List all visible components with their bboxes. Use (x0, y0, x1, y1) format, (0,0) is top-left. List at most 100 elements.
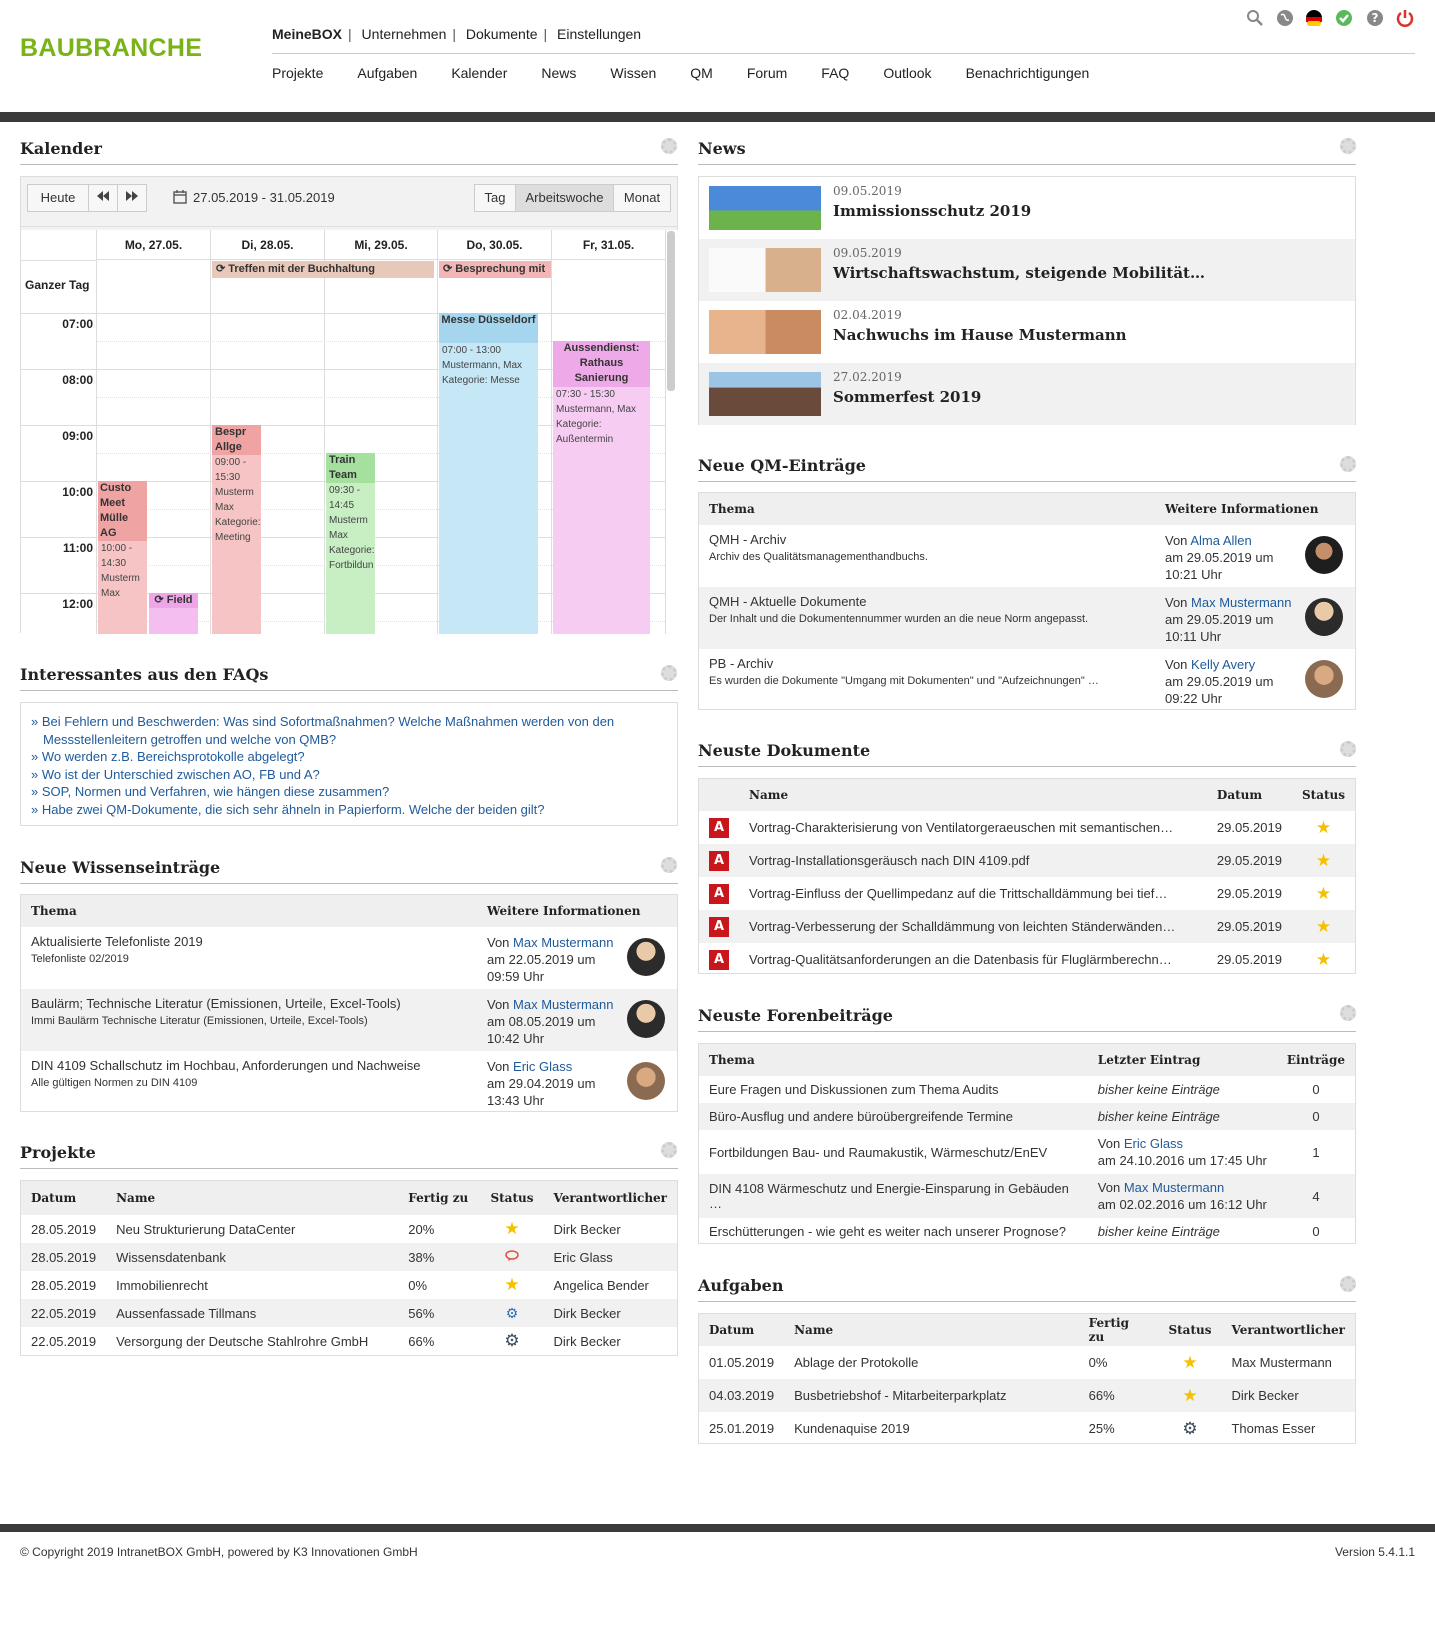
view-arbeitswoche-button[interactable]: Arbeitswoche (515, 184, 614, 212)
projekte-settings-icon[interactable] (661, 1142, 677, 1158)
nav-projekte[interactable]: Projekte (272, 65, 324, 81)
entry-title[interactable]: QMH - Aktuelle Dokumente (709, 594, 867, 609)
table-row[interactable]: 22.05.2019 Aussenfassade Tillmans 56% ⚙ Dir… (21, 1299, 677, 1327)
table-row[interactable]: Baulärm; Technische Literatur (Emissione… (21, 989, 677, 1051)
project-name[interactable]: Immobilienrecht (116, 1277, 208, 1293)
table-row[interactable]: Eure Fragen und Diskussionen zum Thema A… (699, 1076, 1355, 1103)
next-week-button[interactable] (117, 184, 147, 212)
table-row[interactable]: 28.05.2019 Neu Strukturierung DataCenter 2… (21, 1215, 677, 1243)
help-icon[interactable]: ? (1365, 8, 1385, 28)
table-row[interactable]: QMH - Aktuelle Dokumente Der Inhalt und d… (699, 587, 1355, 649)
table-row[interactable]: PB - Archiv Es wurden die Dokumente "Umga… (699, 649, 1355, 711)
document-link[interactable]: Vortrag-Installationsgeräusch nach DIN 4… (739, 844, 1207, 877)
globe-icon[interactable] (1275, 8, 1295, 28)
entry-title[interactable]: DIN 4109 Schallschutz im Hochbau, Anford… (31, 1058, 421, 1073)
allday-event[interactable]: ⟳ Besprechung mit (439, 261, 551, 278)
task-name[interactable]: Ablage der Protokolle (794, 1355, 919, 1370)
topnav-einstellungen[interactable]: Einstellungen (557, 26, 642, 42)
document-link[interactable]: Vortrag-Charakterisierung von Ventilator… (749, 820, 1174, 835)
faq-item[interactable]: » Habe zwei QM-Dokumente, die sich sehr … (31, 801, 545, 817)
user-link[interactable]: Eric Glass (1123, 1136, 1184, 1151)
calendar-icon[interactable] (173, 190, 187, 207)
news-item[interactable]: 02.04.2019 Nachwuchs im Hause Mustermann (699, 301, 1355, 363)
view-tag-button[interactable]: Tag (474, 184, 516, 212)
table-row[interactable]: A Vortrag-Charakterisierung von Ventilat… (699, 811, 1355, 844)
search-icon[interactable] (1245, 8, 1265, 28)
entry-title[interactable]: Aktualisierte Telefonliste 2019 (31, 934, 203, 949)
table-row[interactable]: Büro-Ausflug und andere büroübergreifend… (699, 1103, 1355, 1130)
calendar-event[interactable]: Bespr Allge 09:00 - 15:30 Musterm Max Ka… (212, 425, 261, 634)
nav-news[interactable]: News (541, 65, 577, 81)
table-row[interactable]: A Vortrag-Verbesserung der Schalldämmung… (699, 910, 1355, 943)
calendar-scrollbar[interactable] (667, 231, 675, 391)
news-item[interactable]: 09.05.2019 Wirtschaftswachstum, steigend… (699, 239, 1355, 301)
table-row[interactable]: 22.05.2019 Versorgung der Deutsche Stahlr… (21, 1327, 677, 1355)
nav-aufgaben[interactable]: Aufgaben (357, 65, 418, 81)
calendar-event[interactable]: Aussendienst: Rathaus Sanierung 07:30 - … (553, 341, 650, 634)
document-link[interactable]: Vortrag-Qualitätsanforderungen an die Da… (749, 952, 1172, 967)
entry-title[interactable]: Baulärm; Technische Literatur (Emissione… (31, 996, 401, 1011)
user-link[interactable]: Alma Allen (1190, 533, 1252, 548)
table-row[interactable]: QMH - Archiv Archiv des Qualitätsmanageme… (699, 525, 1355, 587)
today-button[interactable]: Heute (27, 184, 89, 212)
user-link[interactable]: Max Mustermann (513, 997, 614, 1012)
nav-wissen[interactable]: Wissen (610, 65, 657, 81)
allday-event[interactable]: ⟳ Treffen mit der Buchhaltung (212, 261, 434, 278)
table-row[interactable]: A Vortrag-Installationsgeräusch nach DIN… (699, 844, 1355, 877)
calendar-event[interactable]: Train Team 09:30 - 14:45 Musterm Max Kat… (326, 453, 375, 634)
user-link[interactable]: Kelly Avery (1191, 657, 1256, 672)
document-link[interactable]: Vortrag-Verbesserung der Schalldämmung v… (739, 910, 1207, 943)
wissen-settings-icon[interactable] (661, 857, 677, 873)
document-link[interactable]: Vortrag-Einfluss der Quellimpedanz auf d… (749, 886, 1168, 901)
nav-qm[interactable]: QM (690, 65, 713, 81)
faq-settings-icon[interactable] (661, 665, 677, 681)
calendar-event[interactable]: ⟳ Field (149, 593, 198, 634)
entry-title[interactable]: PB - Archiv (709, 656, 774, 671)
faq-item[interactable]: » SOP, Normen und Verfahren, wie hängen … (31, 784, 390, 799)
task-name[interactable]: Kundenaquise 2019 (794, 1421, 910, 1436)
topnav-meinebox[interactable]: MeineBOX (272, 26, 343, 42)
news-item[interactable]: 09.05.2019 Immissionsschutz 2019 (699, 177, 1355, 239)
table-row[interactable]: 01.05.2019 Ablage der Protokolle 0% ★ Max M… (699, 1346, 1355, 1379)
project-name[interactable]: Versorgung der Deutsche Stahlrohre GmbH (116, 1333, 369, 1349)
forum-topic[interactable]: DIN 4108 Wärmeschutz und Energie-Einspar… (699, 1174, 1088, 1218)
dokumente-settings-icon[interactable] (1340, 741, 1356, 757)
forum-topic[interactable]: Fortbildungen Bau- und Raumakustik, Wärm… (709, 1144, 1048, 1160)
table-row[interactable]: 25.01.2019 Kundenaquise 2019 25% ⚙ Thomas E… (699, 1412, 1355, 1445)
user-link[interactable]: Max Mustermann (1191, 595, 1292, 610)
table-row[interactable]: Erschütterungen - wie geht es weiter nac… (699, 1218, 1355, 1245)
calendar-event[interactable]: Messe Düsseldorf 07:00 - 13:00 Musterman… (439, 313, 538, 634)
news-item[interactable]: 27.02.2019 Sommerfest 2019 (699, 363, 1355, 425)
forum-topic[interactable]: Büro-Ausflug und andere büroübergreifend… (699, 1103, 1088, 1130)
forum-topic[interactable]: Erschütterungen - wie geht es weiter nac… (709, 1224, 1066, 1239)
news-settings-icon[interactable] (1340, 138, 1356, 154)
nav-benachrichtigungen[interactable]: Benachrichtigungen (965, 65, 1090, 81)
flag-de-icon[interactable] (1305, 8, 1325, 28)
aufgaben-settings-icon[interactable] (1340, 1276, 1356, 1292)
user-link[interactable]: Max Mustermann (513, 935, 614, 950)
project-name[interactable]: Aussenfassade Tillmans (106, 1299, 399, 1327)
topnav-dokumente[interactable]: Dokumente (465, 26, 538, 42)
project-name[interactable]: Neu Strukturierung DataCenter (116, 1221, 296, 1237)
table-row[interactable]: A Vortrag-Qualitätsanforderungen an die … (699, 943, 1355, 976)
nav-kalender[interactable]: Kalender (451, 65, 508, 81)
table-row[interactable]: Aktualisierte Telefonliste 2019 Telefonli… (21, 927, 677, 989)
user-link[interactable]: Eric Glass (513, 1059, 573, 1074)
qm-settings-icon[interactable] (1340, 456, 1356, 472)
entry-title[interactable]: QMH - Archiv (709, 532, 787, 547)
user-link[interactable]: Max Mustermann (1123, 1180, 1225, 1195)
task-name[interactable]: Busbetriebshof - Mitarbeiterparkplatz (784, 1379, 1079, 1412)
table-row[interactable]: Fortbildungen Bau- und Raumakustik, Wärm… (699, 1130, 1355, 1174)
faq-item[interactable]: » Bei Fehlern und Beschwerden: Was sind … (31, 714, 615, 747)
topnav-unternehmen[interactable]: Unternehmen (361, 26, 447, 42)
kalender-settings-icon[interactable] (661, 138, 677, 154)
faq-item[interactable]: » Wo werden z.B. Bereichsprotokolle abge… (31, 749, 305, 764)
brand-logo[interactable]: BAUBRANCHE (20, 34, 203, 62)
nav-forum[interactable]: Forum (746, 65, 788, 81)
table-row[interactable]: DIN 4109 Schallschutz im Hochbau, Anford… (21, 1051, 677, 1113)
forum-topic[interactable]: Eure Fragen und Diskussionen zum Thema A… (709, 1082, 999, 1097)
table-row[interactable]: DIN 4108 Wärmeschutz und Energie-Einspar… (699, 1174, 1355, 1218)
nav-faq[interactable]: FAQ (821, 65, 850, 81)
power-icon[interactable] (1395, 8, 1415, 28)
status-ok-icon[interactable] (1335, 8, 1355, 28)
